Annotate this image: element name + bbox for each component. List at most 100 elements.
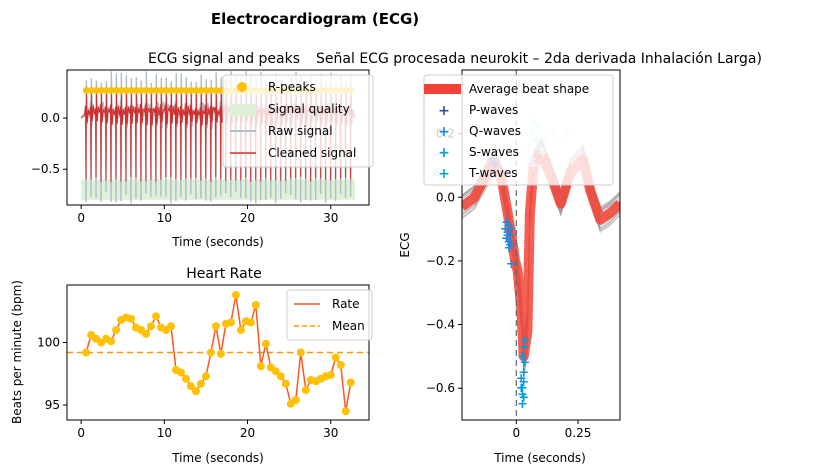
- s-wave-marker: +: [517, 397, 528, 412]
- legend-rpeak-marker: [237, 82, 247, 92]
- signal-ytick-label: −0.5: [31, 162, 60, 176]
- r-peak-marker: [192, 86, 200, 94]
- q-wave-marker: +: [506, 257, 517, 272]
- s-wave-marker: +: [518, 375, 529, 390]
- signal-xtick-label: 0: [77, 211, 85, 225]
- heart-rate-point: [152, 312, 161, 321]
- heart-rate-point: [142, 329, 151, 338]
- heart-rate-point: [127, 314, 136, 323]
- legend-avg: Average beat shape: [469, 82, 589, 96]
- heart-rate-point: [166, 322, 175, 331]
- rate-xtick-label: 20: [240, 426, 255, 440]
- legend-s-marker: +: [438, 145, 450, 161]
- legend-quality-swatch: [230, 104, 256, 116]
- signal-xlabel: Time (seconds): [171, 235, 264, 249]
- legend-p-marker: +: [438, 103, 450, 119]
- individual-beat-line: [462, 154, 620, 369]
- signal-legend-box: [222, 74, 374, 168]
- heart-rate-point: [176, 368, 185, 377]
- legend-q-marker: +: [438, 124, 450, 140]
- s-wave-marker: +: [518, 391, 529, 406]
- heart-rate-point: [181, 374, 190, 383]
- heart-rate-point: [331, 353, 340, 362]
- rate-title: Heart Rate: [186, 266, 262, 282]
- r-peak-marker: [207, 86, 215, 94]
- heart-rate-point: [201, 372, 210, 381]
- heart-rate-point: [341, 407, 350, 416]
- beats-title: Señal ECG procesada neurokit – 2da deriv…: [316, 51, 762, 67]
- q-wave-marker: +: [503, 219, 514, 234]
- heart-rate-point: [256, 362, 265, 371]
- rate-plot-area: [67, 291, 369, 416]
- beats-legend: Average beat shape + P-waves + Q-waves +…: [423, 74, 614, 186]
- legend-rpeaks: R-peaks: [268, 80, 316, 94]
- r-peak-marker: [87, 86, 95, 94]
- individual-beat-line: [462, 160, 620, 366]
- legend-cleaned: Cleaned signal: [268, 146, 356, 160]
- heart-rate-point: [291, 396, 300, 404]
- signal-ytick-label: 0.0: [41, 111, 60, 125]
- q-wave-marker: +: [501, 232, 512, 247]
- q-wave-marker: +: [502, 228, 513, 243]
- signal-xtick-label: 20: [240, 211, 255, 225]
- q-wave-marker: +: [500, 222, 511, 237]
- heart-rate-point: [147, 322, 156, 331]
- individual-beat-line: [462, 160, 620, 358]
- r-peak-marker: [182, 86, 190, 94]
- r-peak-marker: [162, 86, 170, 94]
- s-wave-marker: +: [518, 365, 529, 380]
- heart-rate-point: [211, 322, 220, 331]
- beats-xlabel: Time (seconds): [493, 451, 586, 465]
- rate-axes-frame: [66, 284, 370, 421]
- legend-s: S-waves: [469, 145, 519, 159]
- beats-ytick-label: −0.2: [426, 254, 455, 268]
- r-peak-marker: [122, 86, 130, 94]
- rate-xtick-label: 30: [323, 426, 338, 440]
- r-peak-marker: [137, 86, 145, 94]
- heart-rate-point: [216, 349, 225, 358]
- q-wave-marker: +: [502, 225, 513, 240]
- rate-ytick-label: 100: [37, 336, 60, 350]
- r-peak-marker: [167, 86, 175, 94]
- heart-rate-point: [226, 318, 235, 327]
- heart-rate-point: [326, 371, 335, 379]
- r-peak-marker: [152, 86, 160, 94]
- heart-rate-point: [281, 379, 290, 388]
- r-peak-marker: [147, 86, 155, 94]
- rate-axes: 0 10 20 30 95 100: [37, 336, 338, 441]
- individual-beat-line: [462, 159, 620, 370]
- individual-beat-line: [462, 160, 620, 374]
- legend-q: Q-waves: [469, 124, 521, 138]
- signal-axes: 0 10 20 30 −0.5 0.0: [31, 111, 339, 225]
- legend-raw: Raw signal: [268, 124, 333, 138]
- beats-legend-box: [423, 74, 614, 186]
- beats-ytick-label: −0.4: [426, 318, 455, 332]
- individual-beat-line: [462, 157, 620, 377]
- r-peak-marker: [172, 86, 180, 94]
- r-peak-marker: [117, 86, 125, 94]
- heart-rate-point: [186, 382, 195, 391]
- beats-axes-frame: [461, 69, 621, 421]
- heart-rate-point: [276, 372, 285, 381]
- rate-legend-box: [286, 289, 373, 341]
- s-wave-marker: +: [520, 333, 531, 348]
- r-peak-marker: [107, 86, 115, 94]
- heart-rate-point: [301, 386, 310, 394]
- heart-rate-point: [191, 387, 200, 396]
- q-wave-marker: +: [503, 235, 514, 250]
- s-wave-marker: +: [517, 388, 528, 403]
- rate-xtick-label: 10: [157, 426, 172, 440]
- legend-p: P-waves: [469, 103, 518, 117]
- heart-rate-point: [107, 337, 116, 346]
- rate-xlabel: Time (seconds): [171, 451, 264, 465]
- heart-rate-point: [336, 361, 345, 369]
- heart-rate-point: [261, 339, 270, 348]
- heart-rate-point: [196, 379, 205, 388]
- s-wave-marker: +: [517, 381, 528, 396]
- signal-title: ECG signal and peaks: [148, 51, 300, 67]
- rate-legend: Rate Mean: [286, 289, 373, 341]
- s-wave-marker: +: [516, 372, 527, 387]
- heart-rate-point: [246, 318, 255, 327]
- rate-ylabel: Beats per minute (bpm): [10, 280, 24, 424]
